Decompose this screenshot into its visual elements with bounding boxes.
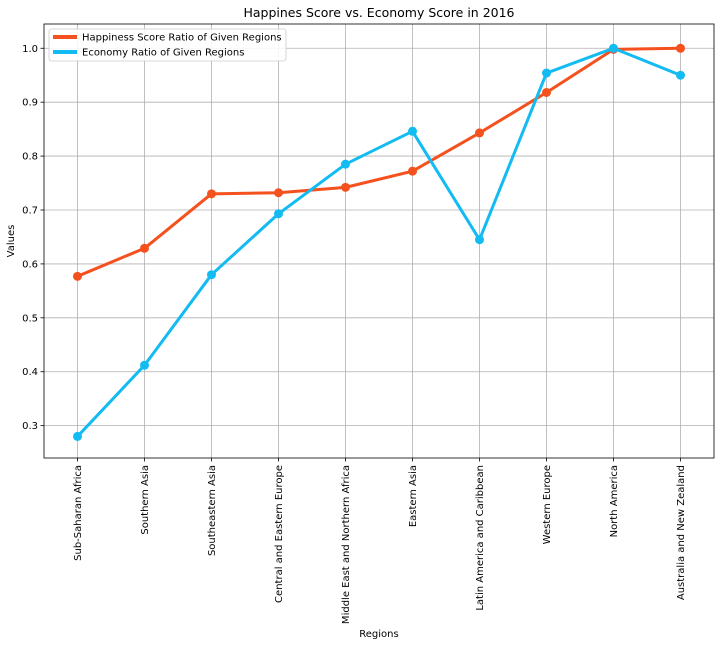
data-point	[341, 182, 350, 192]
data-point	[609, 43, 618, 53]
y-tick-label: 0.5	[22, 313, 38, 324]
x-tick-label: Latin America and Caribbean	[475, 465, 486, 611]
data-point	[542, 68, 551, 78]
x-tick-label: Eastern Asia	[408, 465, 419, 527]
legend-label: Happiness Score Ratio of Given Regions	[82, 33, 282, 44]
y-tick-label: 0.8	[22, 152, 38, 163]
data-point	[475, 128, 484, 138]
legend: Happiness Score Ratio of Given Regions Ec…	[48, 28, 287, 62]
legend-label: Economy Ratio of Given Regions	[82, 48, 244, 59]
data-point	[676, 70, 685, 80]
x-axis-label: Regions	[359, 629, 398, 640]
data-point	[207, 270, 216, 280]
series-line	[76, 46, 681, 278]
x-axis-ticks: Sub-Saharan Africa Southern Asia Southeast…	[73, 458, 687, 624]
data-point	[207, 189, 216, 199]
data-point	[73, 271, 82, 281]
x-tick-label: Southern Asia	[140, 465, 151, 535]
y-tick-label: 0.4	[22, 367, 38, 378]
data-point	[408, 126, 417, 136]
grid-lines	[44, 24, 714, 458]
legend-box	[48, 28, 287, 62]
series-2	[73, 43, 685, 441]
y-tick-label: 0.3	[22, 421, 38, 432]
y-tick-label: 0.6	[22, 259, 38, 270]
data-point	[140, 360, 149, 370]
x-tick-label: Central and Eastern Europe	[274, 465, 285, 603]
data-point	[73, 431, 82, 441]
x-tick-label: Southeastern Asia	[207, 465, 218, 556]
data-point	[274, 209, 283, 219]
x-tick-label: Western Europe	[542, 465, 553, 544]
data-point	[542, 87, 551, 97]
data-point	[408, 166, 417, 176]
y-tick-label: 0.9	[22, 98, 38, 109]
chart-title: Happines Score vs. Economy Score in 2016	[243, 5, 514, 20]
x-tick-label: Australia and New Zealand	[676, 465, 687, 600]
y-axis-label: Values	[6, 225, 17, 258]
series-layer	[73, 43, 685, 441]
plot-area	[43, 23, 715, 459]
y-axis-ticks: 0.3 0.4 0.5 0.6 0.7 0.8 0.9 1.0	[22, 44, 44, 432]
x-tick-label: Sub-Saharan Africa	[73, 465, 84, 561]
data-point	[475, 235, 484, 245]
y-tick-label: 1.0	[22, 44, 38, 55]
x-tick-label: North America	[609, 465, 620, 537]
x-tick-label: Middle East and Northern Africa	[341, 465, 352, 624]
data-point	[676, 43, 685, 53]
y-tick-label: 0.7	[22, 206, 38, 217]
series-line	[76, 46, 682, 438]
series-1	[73, 43, 685, 281]
data-point	[341, 159, 350, 169]
data-point	[274, 188, 283, 198]
data-point	[140, 243, 149, 253]
